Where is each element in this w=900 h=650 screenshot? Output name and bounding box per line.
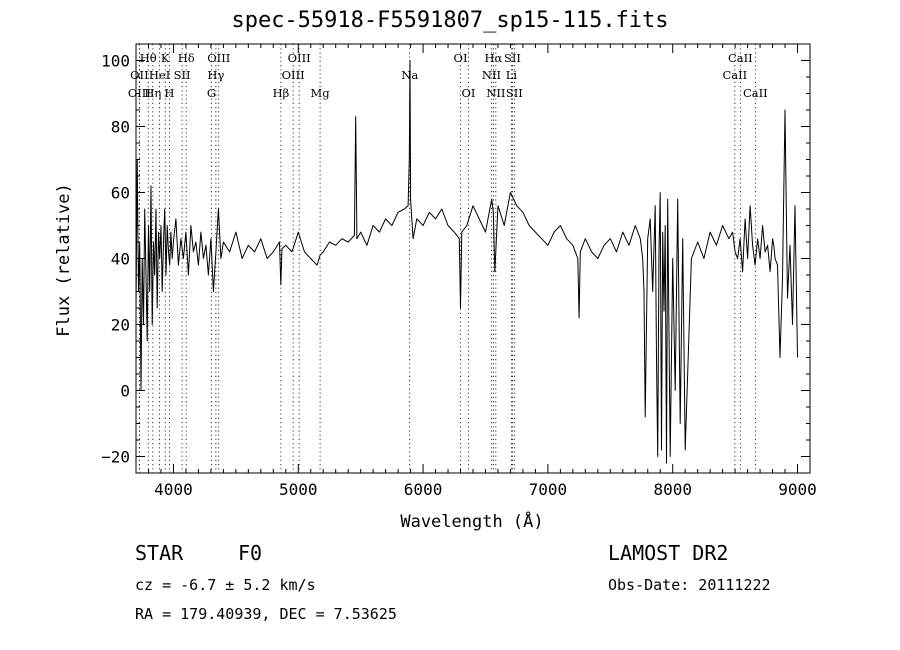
x-tick-label: 5000 — [279, 480, 318, 499]
line-marker-label: G — [207, 86, 216, 100]
x-tick-label: 4000 — [154, 480, 193, 499]
line-marker-label: K — [161, 51, 170, 65]
line-marker-label: OIII — [207, 51, 230, 65]
line-marker-label: OIII — [282, 68, 305, 82]
observation-date: Obs-Date: 20111222 — [608, 576, 771, 594]
x-tick-label: 7000 — [529, 480, 568, 499]
y-tick-label: 20 — [111, 316, 130, 335]
line-marker-label: H — [164, 86, 174, 100]
y-axis-label: Flux (relative) — [54, 183, 74, 337]
object-class: STAR — [135, 541, 184, 565]
y-tick-label: −20 — [101, 448, 130, 467]
spectrum-line — [135, 60, 798, 464]
line-marker-label: Hη — [144, 86, 161, 100]
line-marker-label: Li — [506, 68, 518, 82]
plot-frame — [135, 43, 811, 474]
object-subclass: F0 — [238, 541, 263, 565]
x-axis-label: Wavelength (Å) — [400, 512, 544, 532]
line-marker-label: OIII — [288, 51, 311, 65]
x-tick-label: 8000 — [653, 480, 692, 499]
line-marker-label: Hβ — [273, 86, 290, 100]
line-marker-label: Hθ — [140, 51, 157, 65]
line-marker-label: SII — [504, 51, 521, 65]
line-marker-label: Hδ — [178, 51, 195, 65]
line-marker-label: Mg — [311, 86, 331, 100]
line-marker-label: CaII — [722, 68, 747, 82]
ra-dec-coordinates: RA = 179.40939, DEC = 7.53625 — [135, 605, 397, 623]
line-marker-label: CaII — [728, 51, 753, 65]
line-marker-label: OI — [462, 86, 476, 100]
line-marker-label: Na — [401, 68, 418, 82]
line-marker-label: OIII — [128, 86, 151, 100]
y-tick-label: 80 — [111, 118, 130, 137]
line-marker-label: CaII — [743, 86, 768, 100]
chart-title: spec-55918-F5591807_sp15-115.fits — [231, 8, 669, 33]
y-tick-label: 100 — [101, 52, 130, 71]
line-marker-label: SII — [506, 86, 523, 100]
line-marker-label: SII — [174, 68, 191, 82]
survey-name: LAMOST DR2 — [608, 541, 729, 565]
line-marker-label: OII — [130, 68, 149, 82]
x-tick-label: 9000 — [778, 480, 817, 499]
line-marker-label: NII — [482, 68, 501, 82]
redshift-cz: cz = -6.7 ± 5.2 km/s — [135, 576, 316, 594]
line-marker-label: Hγ — [207, 68, 224, 82]
y-tick-label: 60 — [111, 184, 130, 203]
x-tick-label: 6000 — [404, 480, 443, 499]
line-marker-label: Hα — [484, 51, 502, 65]
line-marker-label: OI — [454, 51, 468, 65]
y-tick-label: 0 — [120, 382, 130, 401]
line-marker-label: NII — [486, 86, 505, 100]
line-marker-label: HeI — [149, 68, 170, 82]
y-tick-label: 40 — [111, 250, 130, 269]
